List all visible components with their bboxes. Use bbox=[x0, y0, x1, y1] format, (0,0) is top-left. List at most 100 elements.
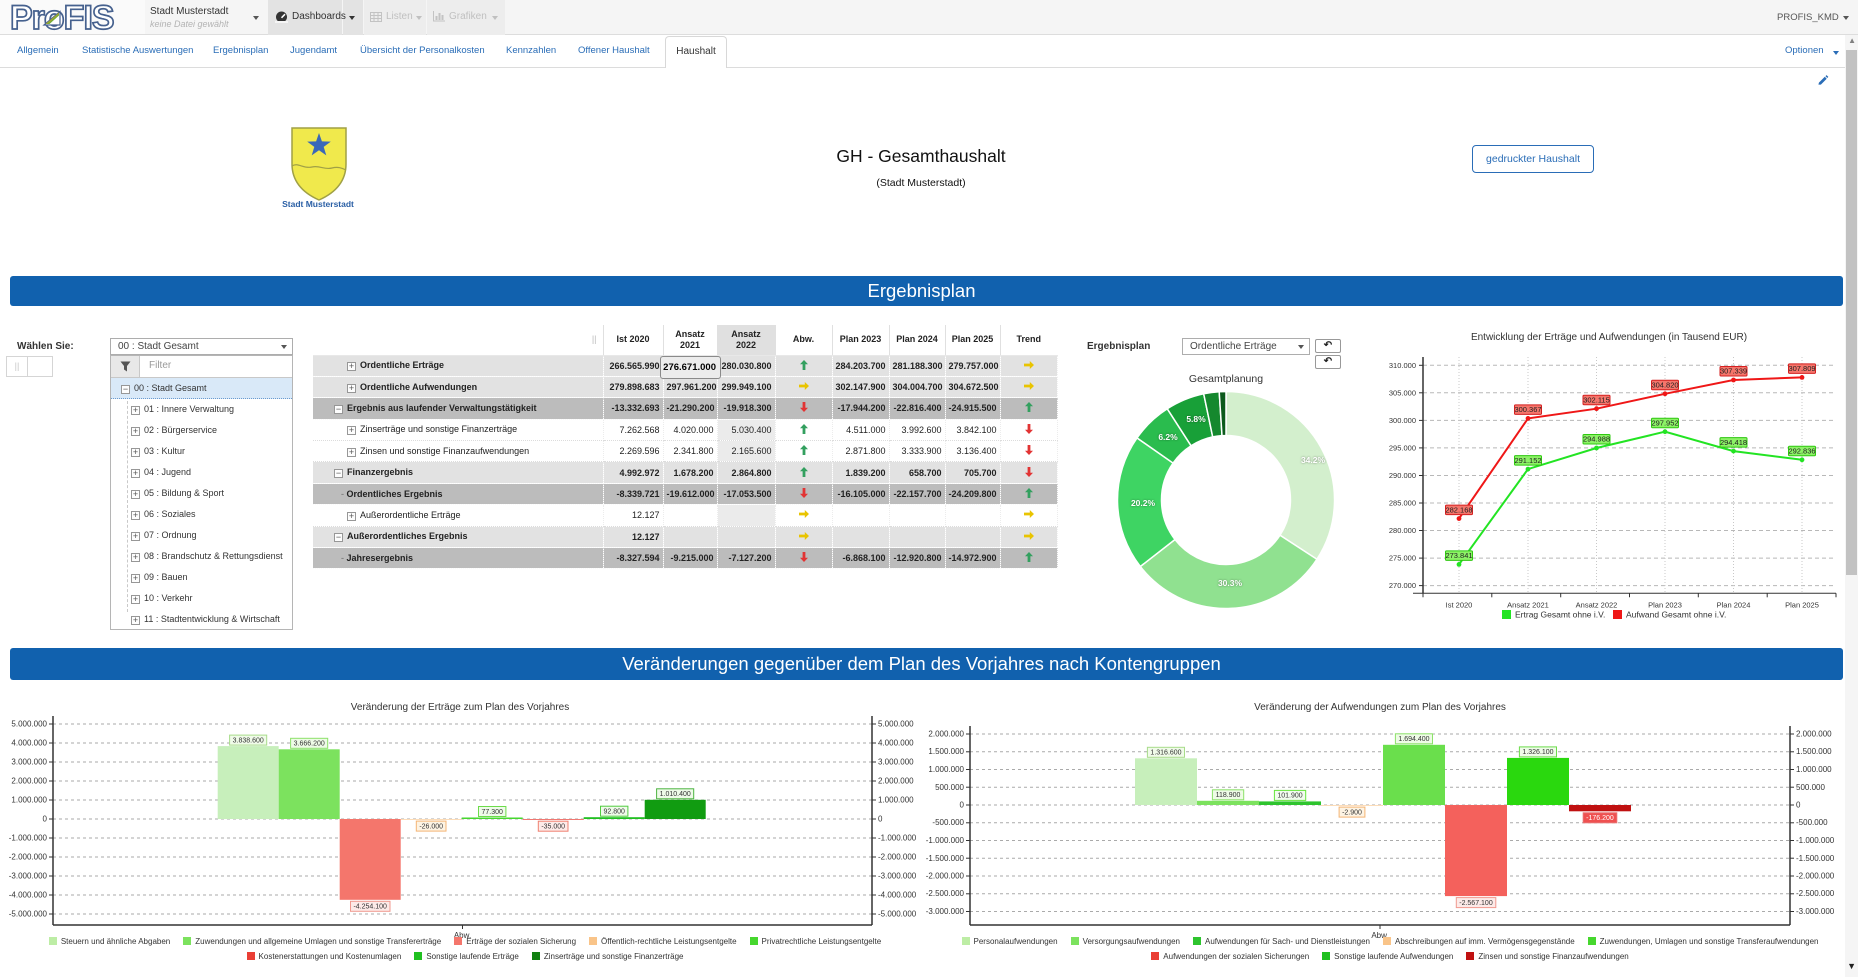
svg-text:5.000.000: 5.000.000 bbox=[878, 720, 914, 729]
svg-text:Ansatz 2022: Ansatz 2022 bbox=[1576, 600, 1618, 609]
svg-text:Ist 2020: Ist 2020 bbox=[1446, 600, 1473, 609]
svg-text:-2.900: -2.900 bbox=[1342, 809, 1362, 816]
svg-text:-500.000: -500.000 bbox=[1796, 818, 1828, 827]
svg-text:1.000.000: 1.000.000 bbox=[1796, 765, 1832, 774]
svg-text:77.300: 77.300 bbox=[481, 809, 503, 816]
svg-text:1.500.000: 1.500.000 bbox=[928, 747, 964, 756]
svg-text:5.000.000: 5.000.000 bbox=[11, 720, 47, 729]
svg-text:2.000.000: 2.000.000 bbox=[1796, 730, 1832, 739]
svg-text:-3.000.000: -3.000.000 bbox=[9, 872, 48, 881]
svg-text:294.988: 294.988 bbox=[1583, 435, 1610, 444]
svg-text:Plan 2025: Plan 2025 bbox=[1785, 600, 1819, 609]
svg-text:4.000.000: 4.000.000 bbox=[878, 739, 914, 748]
svg-text:1.316.600: 1.316.600 bbox=[1150, 750, 1181, 757]
svg-text:307.809: 307.809 bbox=[1788, 364, 1815, 373]
svg-text:2.000.000: 2.000.000 bbox=[11, 777, 47, 786]
svg-text:-500.000: -500.000 bbox=[932, 818, 964, 827]
svg-text:-176.200: -176.200 bbox=[1586, 815, 1614, 822]
svg-text:307.339: 307.339 bbox=[1720, 367, 1747, 376]
svg-text:294.418: 294.418 bbox=[1720, 438, 1747, 447]
svg-text:Ansatz 2021: Ansatz 2021 bbox=[1507, 600, 1549, 609]
svg-text:2.000.000: 2.000.000 bbox=[878, 777, 914, 786]
svg-text:-1.000.000: -1.000.000 bbox=[926, 836, 965, 845]
svg-text:285.000: 285.000 bbox=[1389, 499, 1416, 508]
svg-text:0: 0 bbox=[960, 801, 965, 810]
svg-text:Veränderung der Erträge zum Pl: Veränderung der Erträge zum Plan des Vor… bbox=[351, 702, 569, 713]
svg-text:4.000.000: 4.000.000 bbox=[11, 739, 47, 748]
svg-text:3.666.200: 3.666.200 bbox=[294, 741, 325, 748]
svg-text:-4.000.000: -4.000.000 bbox=[9, 891, 48, 900]
svg-text:304.820: 304.820 bbox=[1651, 381, 1678, 390]
svg-text:305.000: 305.000 bbox=[1389, 388, 1416, 397]
svg-text:1.010.400: 1.010.400 bbox=[660, 791, 691, 798]
svg-text:Ertrag Gesamt ohne i.V.: Ertrag Gesamt ohne i.V. bbox=[1515, 610, 1605, 620]
svg-text:1.326.100: 1.326.100 bbox=[1522, 749, 1553, 756]
svg-text:-1.000.000: -1.000.000 bbox=[878, 834, 917, 843]
svg-text:-2.567.100: -2.567.100 bbox=[1459, 900, 1493, 907]
svg-text:-5.000.000: -5.000.000 bbox=[9, 910, 48, 919]
svg-text:-35.000: -35.000 bbox=[541, 824, 565, 831]
svg-text:0: 0 bbox=[878, 815, 883, 824]
svg-text:275.000: 275.000 bbox=[1389, 554, 1416, 563]
svg-text:292.836: 292.836 bbox=[1788, 447, 1815, 456]
svg-text:1.000.000: 1.000.000 bbox=[11, 796, 47, 805]
svg-text:-3.000.000: -3.000.000 bbox=[1796, 907, 1835, 916]
svg-text:280.000: 280.000 bbox=[1389, 526, 1416, 535]
svg-text:-2.000.000: -2.000.000 bbox=[1796, 872, 1835, 881]
svg-text:0: 0 bbox=[1796, 801, 1801, 810]
svg-text:Abw.: Abw. bbox=[454, 931, 471, 940]
svg-text:30.3%: 30.3% bbox=[1218, 578, 1243, 588]
svg-text:-2.500.000: -2.500.000 bbox=[1796, 889, 1835, 898]
svg-text:310.000: 310.000 bbox=[1389, 361, 1416, 370]
svg-text:101.900: 101.900 bbox=[1277, 793, 1302, 800]
svg-text:6.2%: 6.2% bbox=[1158, 432, 1178, 442]
svg-text:Gesamtplanung: Gesamtplanung bbox=[1189, 373, 1263, 385]
svg-text:Veränderung der Aufwendungen z: Veränderung der Aufwendungen zum Plan de… bbox=[1254, 702, 1506, 713]
svg-text:-2.000.000: -2.000.000 bbox=[926, 872, 965, 881]
svg-text:-1.500.000: -1.500.000 bbox=[1796, 854, 1835, 863]
svg-text:291.152: 291.152 bbox=[1514, 456, 1541, 465]
svg-text:-3.000.000: -3.000.000 bbox=[878, 872, 917, 881]
svg-text:0: 0 bbox=[43, 815, 48, 824]
svg-text:273.841: 273.841 bbox=[1445, 551, 1472, 560]
svg-text:270.000: 270.000 bbox=[1389, 581, 1416, 590]
svg-text:-4.000.000: -4.000.000 bbox=[878, 891, 917, 900]
svg-text:300.367: 300.367 bbox=[1514, 405, 1541, 414]
svg-text:-1.000.000: -1.000.000 bbox=[9, 834, 48, 843]
svg-text:300.000: 300.000 bbox=[1389, 416, 1416, 425]
svg-text:Plan 2024: Plan 2024 bbox=[1717, 600, 1751, 609]
svg-text:-26.000: -26.000 bbox=[419, 823, 443, 830]
svg-text:-3.000.000: -3.000.000 bbox=[926, 907, 965, 916]
svg-text:2.000.000: 2.000.000 bbox=[928, 730, 964, 739]
svg-text:3.838.600: 3.838.600 bbox=[233, 737, 264, 744]
svg-text:500.000: 500.000 bbox=[1796, 783, 1825, 792]
svg-text:-2.500.000: -2.500.000 bbox=[926, 889, 965, 898]
svg-text:297.952: 297.952 bbox=[1651, 418, 1678, 427]
svg-text:-5.000.000: -5.000.000 bbox=[878, 910, 917, 919]
svg-text:-2.000.000: -2.000.000 bbox=[9, 853, 48, 862]
svg-text:92.800: 92.800 bbox=[603, 809, 625, 816]
svg-text:302.115: 302.115 bbox=[1583, 395, 1610, 404]
svg-text:ProFIS: ProFIS bbox=[10, 1, 114, 34]
svg-text:282.168: 282.168 bbox=[1445, 505, 1472, 514]
svg-text:-1.000.000: -1.000.000 bbox=[1796, 836, 1835, 845]
svg-text:1.000.000: 1.000.000 bbox=[928, 765, 964, 774]
svg-text:-2.000.000: -2.000.000 bbox=[878, 853, 917, 862]
svg-text:20.2%: 20.2% bbox=[1131, 498, 1156, 508]
svg-text:-1.500.000: -1.500.000 bbox=[926, 854, 965, 863]
svg-text:Plan 2023: Plan 2023 bbox=[1648, 600, 1682, 609]
svg-text:-4.254.100: -4.254.100 bbox=[353, 904, 387, 911]
svg-text:3.000.000: 3.000.000 bbox=[11, 758, 47, 767]
svg-text:Aufwand Gesamt ohne i.V.: Aufwand Gesamt ohne i.V. bbox=[1626, 610, 1726, 620]
svg-text:34.2%: 34.2% bbox=[1301, 455, 1326, 465]
svg-text:500.000: 500.000 bbox=[935, 783, 964, 792]
svg-text:290.000: 290.000 bbox=[1389, 471, 1416, 480]
svg-text:Abw.: Abw. bbox=[1371, 931, 1388, 940]
svg-text:1.000.000: 1.000.000 bbox=[878, 796, 914, 805]
svg-text:1.500.000: 1.500.000 bbox=[1796, 747, 1832, 756]
svg-text:3.000.000: 3.000.000 bbox=[878, 758, 914, 767]
svg-text:5.8%: 5.8% bbox=[1186, 414, 1206, 424]
svg-text:Entwicklung der Erträge und Au: Entwicklung der Erträge und Aufwendungen… bbox=[1471, 332, 1747, 343]
svg-text:118.900: 118.900 bbox=[1216, 792, 1241, 799]
svg-text:1.694.400: 1.694.400 bbox=[1398, 736, 1429, 743]
